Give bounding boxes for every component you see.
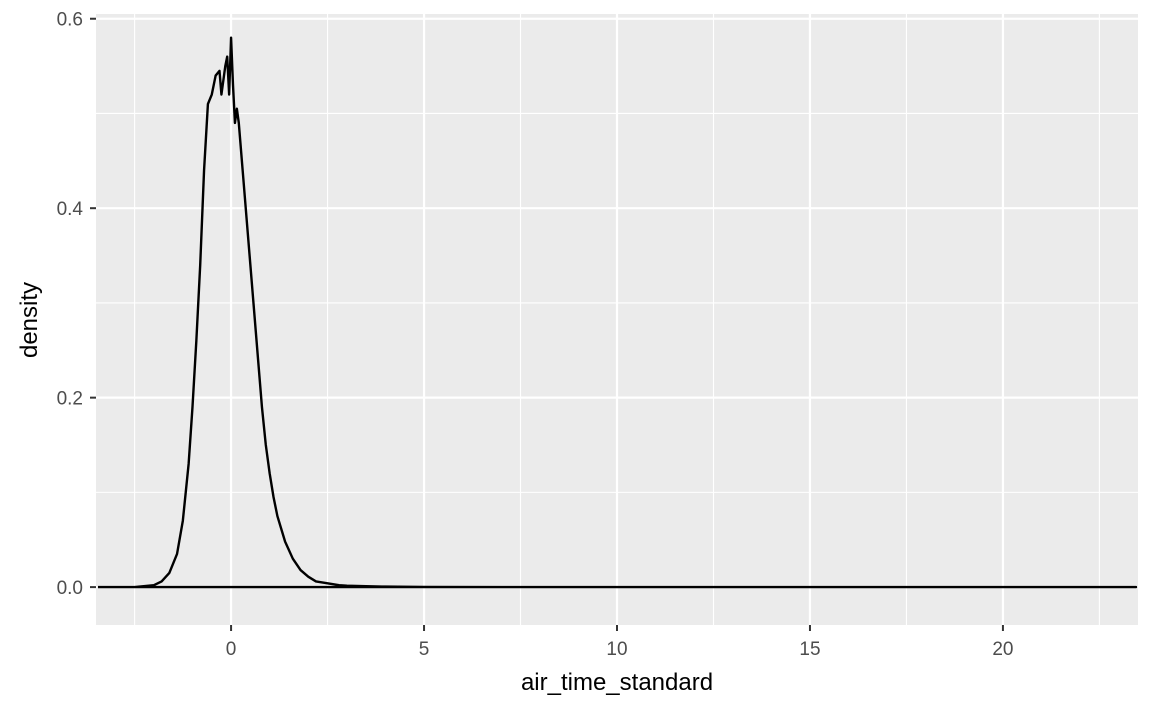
grid-minor xyxy=(96,14,1138,625)
x-tick-label: 15 xyxy=(799,639,820,660)
x-axis-title: air_time_standard xyxy=(521,669,713,696)
x-tick-label: 5 xyxy=(419,639,430,660)
y-tick-label: 0.6 xyxy=(57,10,83,31)
axis-ticks xyxy=(90,17,1004,631)
x-tick-label: 0 xyxy=(226,639,237,660)
x-tick-label: 20 xyxy=(992,639,1013,660)
y-axis-title: density xyxy=(16,282,43,358)
tick-labels: 0 5 10 15 20 0.0 0.2 0.4 0.6 xyxy=(57,10,1014,660)
density-line xyxy=(97,36,1138,589)
x-tick-label: 10 xyxy=(606,639,627,660)
y-tick-label: 0.2 xyxy=(57,389,83,410)
y-tick-label: 0.0 xyxy=(57,578,83,599)
y-tick-label: 0.4 xyxy=(57,199,84,220)
